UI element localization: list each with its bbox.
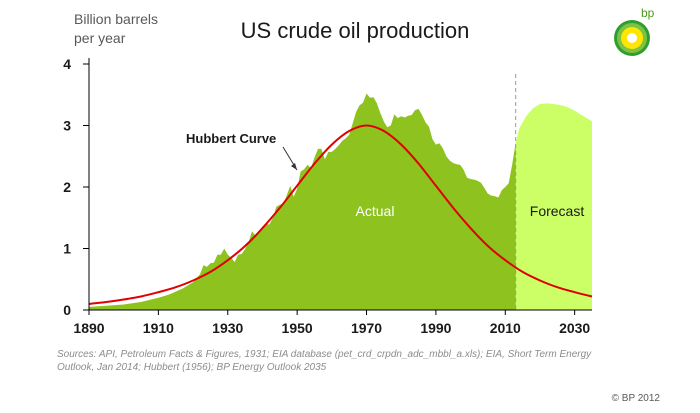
hubbert-pointer-arrowhead — [291, 163, 297, 170]
source-note-line1: Sources: API, Petroleum Facts & Figures,… — [57, 349, 592, 360]
bp-logo-text: bp — [641, 6, 655, 20]
y-axis-label-line1: Billion barrels — [74, 11, 158, 27]
annotation-hubbert-curve: Hubbert Curve — [186, 131, 276, 146]
x-tick-label: 1910 — [143, 320, 174, 336]
x-tick-label: 1990 — [420, 320, 451, 336]
area-series-group — [89, 93, 592, 311]
actual-production-area — [89, 93, 516, 310]
x-tick-label: 1950 — [282, 320, 313, 336]
x-tick-label: 1970 — [351, 320, 382, 336]
y-tick-label: 4 — [63, 56, 71, 72]
axes-group: 0 1 2 3 4 1890 1910 1930 1950 1970 1990 2010 2030 — [63, 56, 592, 336]
y-tick-label: 0 — [63, 302, 71, 318]
y-tick-label: 3 — [63, 118, 71, 134]
x-tick-label: 1890 — [73, 320, 104, 336]
annotation-actual: Actual — [356, 203, 395, 219]
copyright-text: © BP 2012 — [612, 393, 661, 404]
chart-title: US crude oil production — [241, 18, 470, 43]
x-tick-label: 2010 — [490, 320, 521, 336]
x-tick-label: 1930 — [212, 320, 243, 336]
source-note-line2: Outlook, Jan 2014; Hubbert (1956); BP En… — [57, 362, 327, 373]
y-axis-label-line2: per year — [74, 30, 126, 46]
y-tick-label: 2 — [63, 179, 71, 195]
x-tick-label: 2030 — [559, 320, 590, 336]
y-tick-label: 1 — [63, 241, 71, 257]
forecast-area — [515, 103, 592, 311]
annotation-forecast: Forecast — [530, 203, 585, 219]
hubbert-curve-line — [88, 124, 593, 305]
bp-helios-logo-icon — [614, 20, 650, 56]
